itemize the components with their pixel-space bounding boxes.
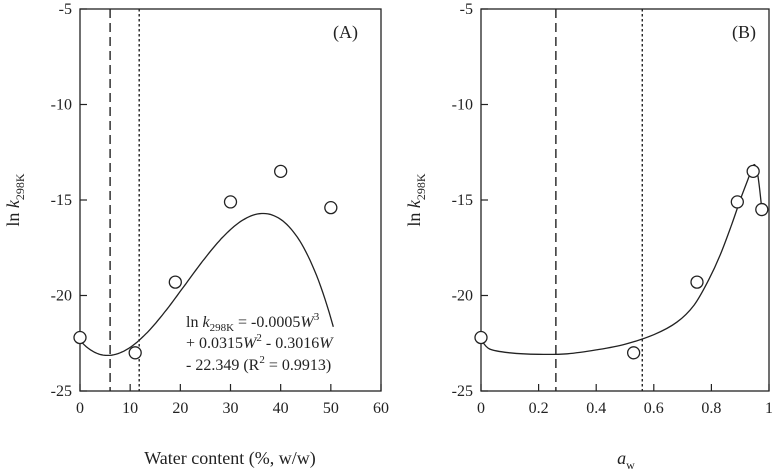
panel-a-x-tick-label: 0: [76, 400, 84, 417]
panel-b-fit-curve: [480, 163, 763, 356]
eq-w-1: W: [300, 314, 315, 331]
panel-b-y-tick-label: -20: [452, 288, 473, 305]
panel-a-y-var: k: [3, 199, 23, 208]
panel-b-x-var: a: [617, 448, 626, 468]
panel-b-data-point: [690, 275, 704, 289]
equation-line-2: + 0.0315W2 - 0.3016W: [186, 332, 334, 352]
eq-coef-3: - 0.3016: [262, 335, 319, 352]
panel-a-y-tick-label: -15: [51, 192, 72, 209]
eq-sup-2: 2: [256, 332, 262, 344]
eq-w-2: W: [243, 335, 258, 352]
panel-a-data-point: [168, 275, 182, 289]
panel-b-y-var: k: [404, 199, 424, 208]
panel-b-y-sub: 298K: [414, 173, 428, 200]
panel-a-x-tick-label: 30: [223, 400, 239, 417]
eq-sup-3: 3: [314, 311, 320, 323]
panel-b-x-tick-label: 0.6: [644, 400, 664, 417]
eq-prefix: ln: [186, 314, 202, 331]
panel-b-data-point: [474, 330, 488, 345]
panel-b-y-tick-label: -15: [452, 192, 473, 209]
panel-b-y-tick-label: -5: [460, 1, 473, 18]
panel-b-frame: [480, 8, 770, 392]
panel-b-y-tick-label: -10: [452, 97, 473, 114]
panel-a-x-tick-label: 10: [122, 400, 138, 417]
panel-b-y-prefix: ln: [404, 208, 424, 227]
eq-var-k: k: [202, 314, 210, 331]
eq-r-value: = 0.9913): [265, 357, 331, 374]
panel-b-x-tick-label: 0.2: [529, 400, 549, 417]
panel-a-data-point: [128, 346, 142, 360]
panel-a-x-tick-label: 60: [373, 400, 389, 417]
panel-a-data-point: [223, 195, 238, 209]
eq-const: - 22.349 (R: [186, 357, 260, 374]
panel-a-y-axis-title: ln k298K: [3, 173, 27, 227]
panel-a-y-tick-label: -20: [51, 288, 72, 305]
panel-a-x-tick-label: 40: [273, 400, 289, 417]
equation-line-1: ln k298K = -0.0005W3: [186, 311, 320, 334]
eq-coef-1: = -0.0005: [234, 314, 300, 331]
panel-a-fit-curve: [79, 212, 334, 357]
panel-a-x-tick-label: 20: [172, 400, 188, 417]
panel-b-x-sub: w: [626, 458, 635, 471]
eq-w-3: W: [319, 335, 334, 352]
panel-b-x-tick-label: 0.8: [701, 400, 721, 417]
panel-b-y-tick-label: -25: [452, 383, 473, 400]
panel-a-x-tick-label: 50: [323, 400, 339, 417]
panel-b-x-tick-label: 0: [477, 400, 485, 417]
panel-a-label: (A): [333, 22, 358, 43]
eq-r-sup: 2: [259, 354, 265, 366]
panel-b-data-point: [755, 202, 769, 217]
panel-b-x-axis-title: aw: [617, 448, 635, 471]
panel-a-y-prefix: ln: [3, 208, 23, 227]
eq-sub: 298K: [210, 322, 235, 334]
panel-a-data-point: [274, 164, 288, 179]
panel-a-y-tick-label: -25: [51, 383, 72, 400]
panel-a-y-sub: 298K: [13, 173, 27, 200]
panel-b-y-axis-title: ln k298K: [404, 173, 428, 227]
panel-a-x-axis-title: Water content (%, w/w): [144, 448, 315, 469]
panel-b: (B) aw ln k298K -5 -10 -15 -20 -250 0.2 0.4 0.6…: [404, 1, 773, 471]
panel-b-data-point: [746, 164, 760, 179]
panel-a-y-tick-label: -10: [51, 97, 72, 114]
equation-line-3: - 22.349 (R2 = 0.9913): [186, 354, 331, 374]
panel-a-data-point: [73, 330, 87, 345]
eq-coef-2: + 0.0315: [186, 335, 243, 352]
panel-a-data-point: [324, 200, 338, 215]
panel-b-x-tick-label: 1: [765, 400, 773, 417]
panel-b-label: (B): [732, 22, 756, 43]
panel-b-x-tick-label: 0.4: [586, 400, 606, 417]
panel-a-y-tick-label: -5: [59, 1, 72, 18]
panel-a: (A) Water content (%, w/w) ln k298K ln k…: [3, 1, 389, 469]
panel-b-data-point: [730, 195, 744, 209]
panel-b-data-point: [626, 346, 641, 360]
